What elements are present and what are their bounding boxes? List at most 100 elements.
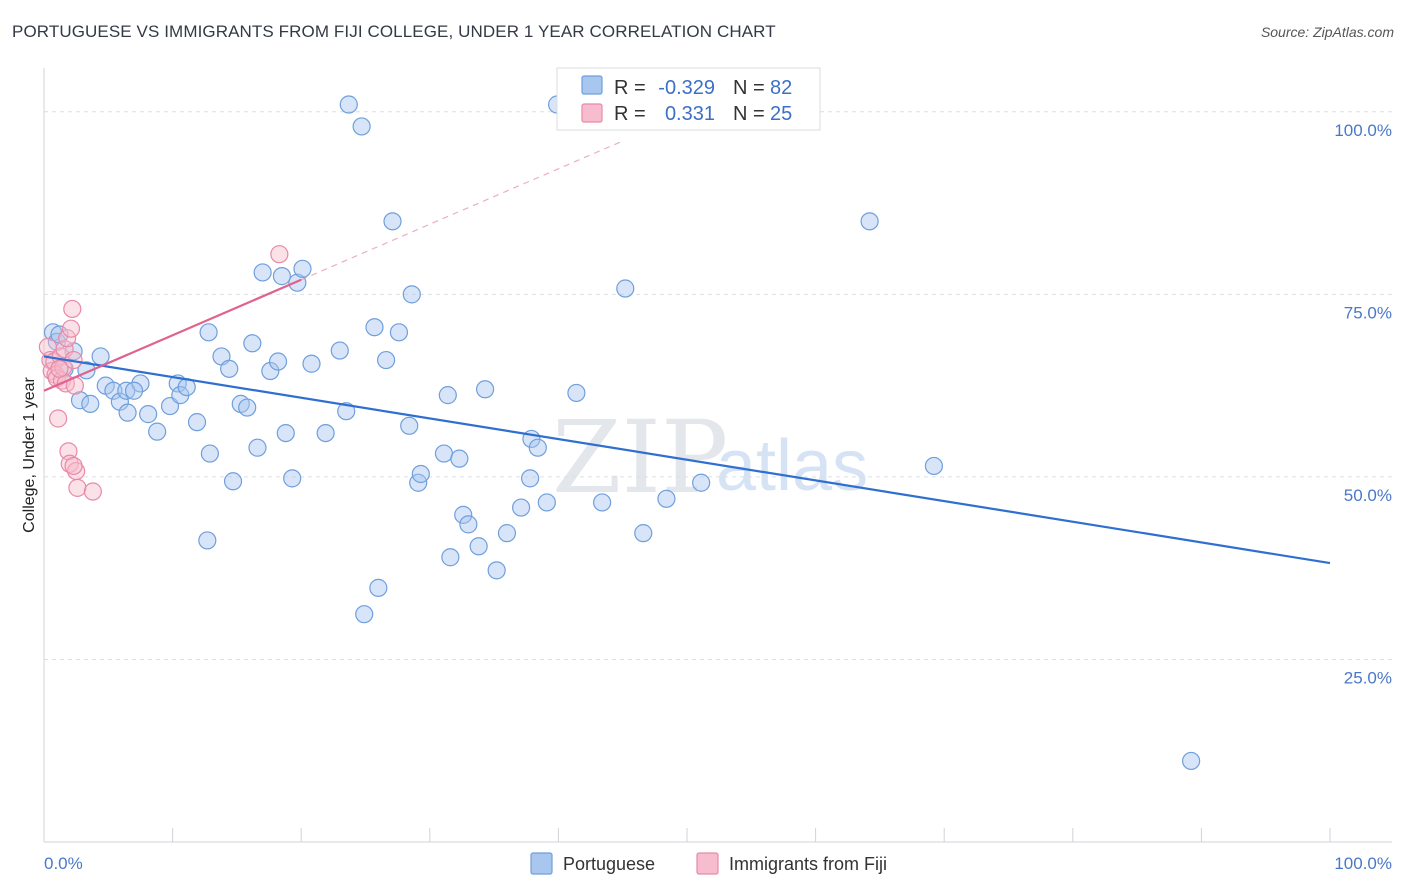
point-portuguese <box>441 548 460 567</box>
series-fiji-points <box>38 245 289 501</box>
legend-swatch-portuguese <box>530 852 553 875</box>
watermark-zip: ZIP <box>552 399 728 516</box>
series-legend: Portuguese Immigrants from Fiji <box>530 852 887 875</box>
point-portuguese <box>924 456 944 476</box>
point-portuguese <box>330 341 349 360</box>
point-portuguese <box>253 263 272 282</box>
point-fiji <box>270 245 289 264</box>
point-portuguese <box>223 472 243 491</box>
stats-swatch-fiji <box>581 103 603 123</box>
stats-n-value-portuguese: 82 <box>770 77 792 99</box>
x-tick-label-min: 0.0% <box>44 854 83 873</box>
trend-line-portuguese <box>43 355 1331 565</box>
stats-n-label-fiji: N = <box>733 103 765 125</box>
point-portuguese <box>352 117 371 136</box>
point-portuguese <box>376 350 396 370</box>
point-fiji <box>64 456 83 476</box>
point-portuguese <box>118 403 137 422</box>
point-portuguese <box>438 386 457 405</box>
x-tick-label-max: 100.0% <box>1334 854 1392 873</box>
point-portuguese <box>487 561 506 580</box>
point-portuguese <box>383 212 402 231</box>
point-portuguese <box>243 334 262 353</box>
point-fiji <box>58 329 77 348</box>
y-tick-label: 100.0% <box>1334 121 1392 140</box>
point-portuguese <box>434 444 454 463</box>
y-tick-labels: 25.0% 50.0% 75.0% 100.0% <box>1334 121 1392 688</box>
point-portuguese <box>47 332 66 351</box>
y-tick-label: 75.0% <box>1344 303 1392 322</box>
point-portuguese <box>302 354 321 373</box>
point-portuguese <box>198 531 217 550</box>
point-portuguese <box>657 489 676 508</box>
point-portuguese <box>365 318 384 337</box>
point-portuguese <box>512 498 531 517</box>
point-portuguese <box>139 405 158 424</box>
trend-lines <box>43 140 1331 565</box>
point-fiji <box>83 482 102 501</box>
stats-n-label-portuguese: N = <box>733 77 765 99</box>
point-portuguese <box>454 505 473 524</box>
point-portuguese <box>199 323 218 342</box>
legend-label-fiji: Immigrants from Fiji <box>729 854 887 874</box>
point-portuguese <box>293 259 312 278</box>
point-portuguese <box>288 273 307 292</box>
point-fiji <box>63 299 82 319</box>
point-fiji <box>68 478 87 497</box>
stats-r-label-fiji: R = <box>614 103 646 125</box>
trend-line-fiji <box>43 278 302 392</box>
point-fiji <box>49 409 68 428</box>
point-portuguese <box>469 537 488 556</box>
point-portuguese <box>272 267 292 286</box>
point-portuguese <box>389 323 409 342</box>
trend-line-fiji-extended <box>300 140 623 281</box>
point-portuguese <box>91 347 110 366</box>
stats-r-label-portuguese: R = <box>614 77 646 99</box>
point-fiji <box>61 319 81 338</box>
y-tick-label: 50.0% <box>1344 486 1392 505</box>
point-portuguese <box>316 423 335 443</box>
point-portuguese <box>400 416 419 435</box>
point-portuguese <box>81 394 100 413</box>
point-portuguese <box>537 493 556 512</box>
y-tick-label: 25.0% <box>1344 668 1392 687</box>
stats-r-value-portuguese: -0.329 <box>658 77 715 99</box>
y-axis-title: College, Under 1 year <box>21 377 38 533</box>
point-portuguese <box>337 402 356 421</box>
point-portuguese <box>276 423 295 443</box>
point-portuguese <box>521 469 540 488</box>
series-portuguese-points <box>43 95 1201 771</box>
point-portuguese <box>369 578 388 597</box>
point-fiji <box>50 359 69 378</box>
point-portuguese <box>402 285 421 304</box>
point-portuguese <box>117 381 136 400</box>
legend-label-portuguese: Portuguese <box>563 854 655 874</box>
point-portuguese <box>131 374 150 393</box>
point-portuguese <box>450 449 469 468</box>
watermark-atlas: atlas <box>716 426 868 506</box>
point-portuguese <box>238 398 257 417</box>
axes <box>43 68 1392 843</box>
point-portuguese <box>148 422 167 441</box>
x-ticks <box>172 828 1331 842</box>
point-portuguese <box>200 444 219 463</box>
stats-r-value-fiji: 0.331 <box>665 103 715 125</box>
point-portuguese <box>268 352 288 371</box>
point-portuguese <box>411 464 430 484</box>
chart-title: PORTUGUESE VS IMMIGRANTS FROM FIJI COLLE… <box>12 22 776 41</box>
grid <box>44 111 1392 660</box>
point-portuguese <box>355 605 374 624</box>
stats-n-value-fiji: 25 <box>770 103 792 125</box>
point-portuguese <box>261 361 280 381</box>
point-portuguese <box>339 95 358 114</box>
point-portuguese <box>124 381 144 400</box>
point-portuguese <box>593 493 612 512</box>
stats-swatch-portuguese <box>581 75 603 95</box>
point-portuguese <box>860 212 879 231</box>
legend-swatch-fiji <box>696 852 719 875</box>
point-portuguese <box>220 359 239 378</box>
point-portuguese <box>634 524 653 543</box>
point-portuguese <box>283 469 302 488</box>
point-portuguese <box>248 438 267 457</box>
